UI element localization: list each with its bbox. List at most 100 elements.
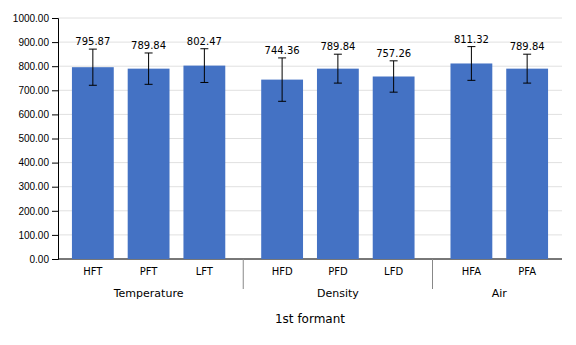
y-tick-mark: [52, 42, 58, 43]
y-tick-mark: [52, 18, 58, 19]
error-bar: [523, 54, 531, 83]
y-tick: 600.00: [18, 109, 58, 120]
group-separator: [243, 259, 244, 289]
y-tick-label: 800.00: [18, 61, 49, 72]
x-tick-labels: HFT PFT LFT HFD PFD LFD HFA PFA: [83, 266, 536, 277]
y-tick: 400.00: [18, 157, 58, 168]
error-bar-cap: [200, 82, 208, 83]
x-tick-label: PFT: [140, 266, 159, 277]
error-bar-stem: [393, 61, 394, 92]
y-tick-label: 1000.00: [13, 13, 50, 24]
data-label: 802.47: [187, 36, 222, 47]
error-bar: [89, 49, 97, 85]
data-label: 744.36: [265, 45, 300, 56]
y-axis-line: [52, 19, 59, 260]
plot: 0.00 100.00 200.00 300.00 400.00 500.00 600.00…: [13, 13, 562, 326]
x-axis-title: 1st formant: [275, 312, 345, 326]
error-bar: [278, 58, 286, 101]
error-bar-cap: [145, 52, 153, 53]
bar: [506, 69, 548, 259]
error-bar-cap: [523, 83, 531, 84]
error-bar-cap: [334, 54, 342, 55]
y-tick-mark: [52, 114, 58, 115]
data-label: 789.84: [510, 41, 545, 52]
error-bar-cap: [200, 48, 208, 49]
group-label: Temperature: [113, 287, 184, 300]
error-bar-cap: [467, 80, 475, 81]
y-tick-label: 500.00: [18, 133, 49, 144]
x-tick-label: HFA: [462, 266, 481, 277]
data-labels: 795.87789.84802.47744.36789.84757.26811.…: [75, 34, 544, 59]
chart: 0.00 100.00 200.00 300.00 400.00 500.00 600.00…: [0, 0, 576, 345]
y-tick-mark: [52, 187, 58, 188]
y-tick: 800.00: [18, 61, 58, 72]
group-separator: [432, 259, 433, 289]
y-tick: 200.00: [18, 206, 58, 217]
y-tick: 1000.00: [13, 13, 58, 24]
y-tick-mark: [52, 235, 58, 236]
error-bar-cap: [145, 84, 153, 85]
error-bar-cap: [467, 46, 475, 47]
x-tick-label: PFD: [328, 266, 348, 277]
bar: [72, 67, 114, 259]
y-tick: 0.00: [30, 254, 58, 265]
error-bar-cap: [89, 49, 97, 50]
x-tick-label: PFA: [518, 266, 536, 277]
y-tick-label: 400.00: [18, 157, 49, 168]
error-bar-stem: [282, 58, 283, 101]
y-tick-label: 600.00: [18, 109, 49, 120]
y-tick-label: 300.00: [18, 181, 49, 192]
data-label: 757.26: [376, 48, 411, 59]
y-tick: 700.00: [18, 85, 58, 96]
bar: [261, 80, 303, 259]
error-bar: [390, 61, 398, 92]
error-bar-stem: [204, 49, 205, 83]
y-tick-label: 100.00: [18, 230, 49, 241]
bar: [183, 66, 225, 259]
y-tick-label: 700.00: [18, 85, 49, 96]
y-tick-label: 200.00: [18, 206, 49, 217]
error-bar-stem: [471, 47, 472, 81]
y-tick: 900.00: [18, 37, 58, 48]
bar: [450, 63, 492, 259]
bar: [128, 69, 170, 259]
data-label: 811.32: [454, 34, 489, 45]
y-tick-mark: [52, 163, 58, 164]
error-bar-stem: [527, 54, 528, 83]
error-bar-cap: [334, 83, 342, 84]
y-tick-mark: [52, 259, 58, 260]
error-bar: [467, 47, 475, 81]
y-tick-mark: [52, 211, 58, 212]
group-label: Density: [317, 287, 359, 300]
error-bar-stem: [92, 49, 93, 85]
marks: [72, 47, 548, 259]
y-tick: 300.00: [18, 181, 58, 192]
x-tick-label: HFD: [272, 266, 293, 277]
bar: [317, 69, 359, 259]
grid-line: [58, 18, 562, 19]
y-axis: 0.00 100.00 200.00 300.00 400.00 500.00 600.00…: [13, 13, 59, 265]
error-bar-stem: [148, 53, 149, 84]
y-tick-mark: [52, 66, 58, 67]
grid: [58, 18, 562, 259]
y-tick-label: 900.00: [18, 37, 49, 48]
bar: [373, 77, 415, 259]
x-tick-label: HFT: [83, 266, 103, 277]
error-bar-cap: [523, 54, 531, 55]
x-tick-label: LFT: [196, 266, 214, 277]
error-bar-stem: [337, 54, 338, 83]
error-bar: [334, 54, 342, 83]
error-bar-cap: [278, 101, 286, 102]
error-bar-cap: [89, 85, 97, 86]
x-tick-label: LFD: [384, 266, 403, 277]
y-tick: 100.00: [18, 230, 58, 241]
error-bar-cap: [390, 92, 398, 93]
error-bar-cap: [278, 57, 286, 58]
y-tick-label: 0.00: [30, 254, 50, 265]
error-bar: [200, 49, 208, 83]
data-label: 789.84: [320, 41, 355, 52]
y-tick-mark: [52, 139, 58, 140]
y-tick-mark: [52, 90, 58, 91]
error-bar-cap: [390, 60, 398, 61]
y-tick: 500.00: [18, 133, 58, 144]
